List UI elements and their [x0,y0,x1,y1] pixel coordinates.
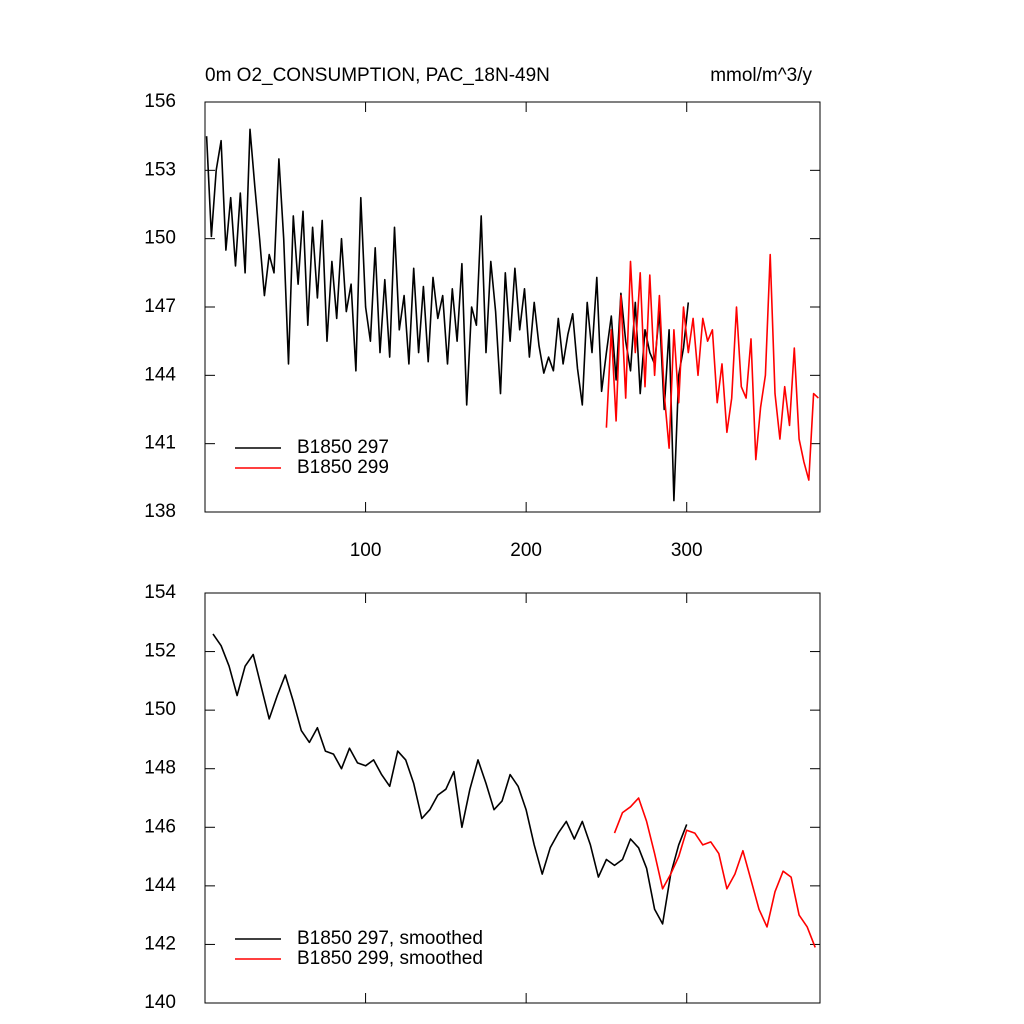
legend-label: B1850 299, smoothed [297,948,483,969]
y-tick-label: 156 [144,91,176,112]
y-tick-label: 153 [144,159,176,180]
x-tick-label: 200 [510,540,542,561]
legend-label: B1850 297 [297,437,389,458]
y-tick-label: 150 [144,228,176,249]
x-tick-label: 300 [671,540,703,561]
x-tick-label: 100 [350,540,382,561]
y-tick-label: 138 [144,501,176,522]
y-tick-label: 148 [144,758,176,779]
data-line [205,128,690,502]
units-label: mmol/m^3/y [710,65,812,86]
y-tick-label: 142 [144,933,176,954]
legend-label: B1850 299 [297,457,389,478]
y-tick-label: 140 [144,992,176,1013]
chart-title: 0m O2_CONSUMPTION, PAC_18N-49N [205,65,550,86]
data-line [613,797,816,948]
y-tick-label: 154 [144,582,176,603]
data-line [212,633,688,925]
y-tick-label: 141 [144,433,176,454]
y-tick-label: 152 [144,641,176,662]
y-tick-label: 144 [144,364,176,385]
y-tick-label: 147 [144,296,176,317]
plot-frame [204,592,821,1004]
y-tick-label: 146 [144,816,176,837]
y-tick-label: 150 [144,699,176,720]
y-tick-label: 144 [144,875,176,896]
legend-label: B1850 297, smoothed [297,928,483,949]
data-line [605,253,819,481]
